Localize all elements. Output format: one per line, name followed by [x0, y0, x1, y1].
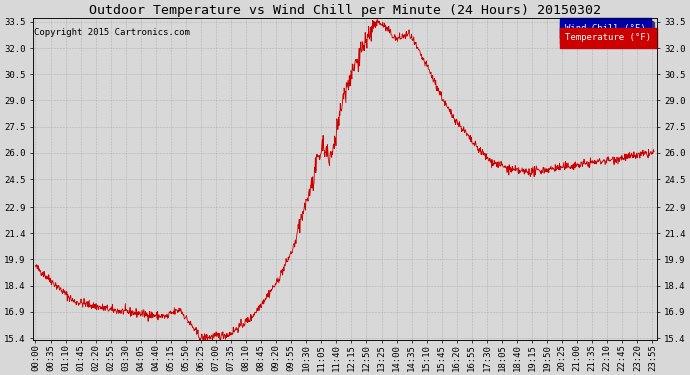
Text: Copyright 2015 Cartronics.com: Copyright 2015 Cartronics.com — [34, 28, 190, 37]
Legend: Wind Chill (°F), Temperature (°F): Wind Chill (°F), Temperature (°F) — [560, 21, 654, 45]
Title: Outdoor Temperature vs Wind Chill per Minute (24 Hours) 20150302: Outdoor Temperature vs Wind Chill per Mi… — [89, 4, 601, 17]
